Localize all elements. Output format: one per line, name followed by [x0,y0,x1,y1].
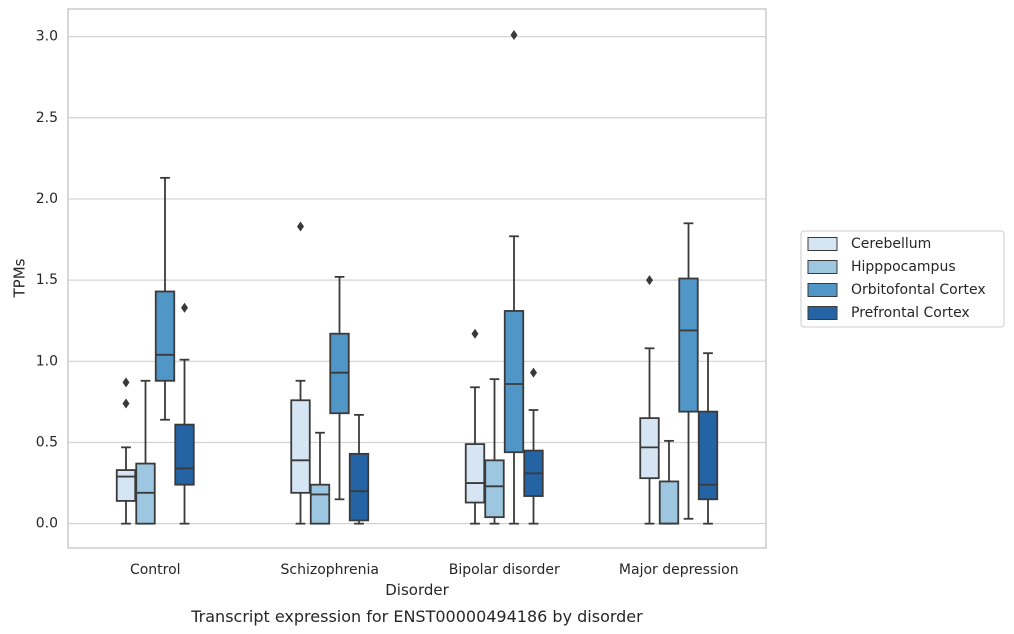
box-iqr [678,277,699,413]
box-orbitofontal-cortex [154,176,176,421]
box-iqr [154,290,176,382]
box-iqr [658,480,680,525]
y-tick-label: 2.5 [36,110,58,126]
box-iqr [309,483,331,525]
outlier-point [181,302,188,313]
outlier-point [297,221,304,232]
outlier-point [471,328,479,339]
x-tick-labels: Control Schizophrenia Bipolar disorder Majo… [130,562,739,578]
legend-swatch [807,260,838,274]
outlier-point [646,275,653,286]
box-hipppocampus [135,379,156,525]
plot-area [115,29,719,525]
x-tick-label: Major depression [619,562,739,578]
box-prefrontal-cortex [697,352,719,525]
x-tick-label: Control [130,562,181,578]
box-orbitofontal-cortex [329,275,350,501]
legend-frame [800,230,1005,328]
box-iqr [503,310,525,454]
box-hipppocampus [309,431,331,525]
box-iqr [464,443,486,504]
box-cerebellum [464,328,486,525]
y-tick-label: 3.0 [36,29,58,45]
box-hipppocampus [658,439,680,525]
box-cerebellum [639,275,660,525]
outlier-point [510,29,518,40]
y-tick-label: 0.5 [36,434,58,450]
y-axis-title: TPMs [11,258,29,298]
plot-frame [67,8,767,549]
legend-label: Orbitofontal Cortex [851,282,986,298]
y-tick-labels: 0.0 0.5 1.0 1.5 2.0 2.5 3.0 [36,29,58,532]
outlier-point [530,367,537,378]
outlier-point [122,398,130,409]
box-iqr [115,469,137,502]
box-iqr [174,423,195,486]
legend-swatch [807,306,838,320]
legend-label: Prefrontal Cortex [851,305,970,321]
y-tick-label: 1.5 [36,272,58,288]
box-orbitofontal-cortex [503,29,525,525]
box-hipppocampus [484,378,505,525]
legend-swatch [807,283,838,297]
box-cerebellum [290,221,311,525]
x-tick-label: Schizophrenia [281,562,379,578]
legend: Cerebellum Hipppocampus Orbitofontal Corte… [800,230,1005,328]
grid-lines [68,35,766,525]
legend-label: Hipppocampus [851,259,956,275]
box-orbitofontal-cortex [678,222,699,520]
box-iqr [484,459,505,519]
box-iqr [348,452,370,522]
y-tick-label: 2.0 [36,191,58,207]
legend-swatch [807,237,838,251]
box-prefrontal-cortex [523,367,544,525]
outlier-point [122,377,130,388]
box-iqr [290,399,311,494]
box-cerebellum [115,377,137,525]
y-tick-label: 1.0 [36,353,58,369]
box-prefrontal-cortex [174,302,195,525]
x-axis-title: Disorder [385,581,449,599]
box-iqr [697,410,719,501]
box-prefrontal-cortex [348,413,370,525]
legend-label: Cerebellum [851,236,931,252]
x-tick-label: Bipolar disorder [449,562,560,578]
chart-caption: Transcript expression for ENST0000049418… [190,607,643,626]
y-tick-label: 0.0 [36,516,58,532]
